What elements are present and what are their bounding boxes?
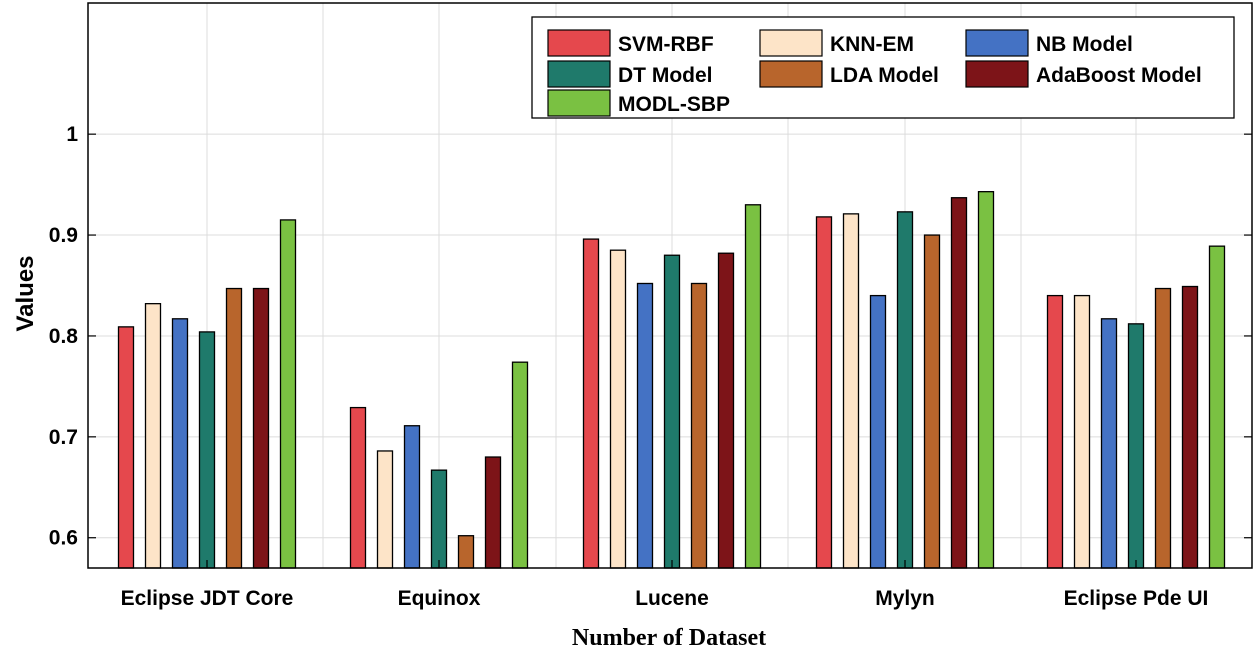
- legend-label: MODL-SBP: [618, 93, 730, 116]
- x-tick-label: Eclipse JDT Core: [121, 587, 294, 610]
- bar: [1154, 287, 1172, 569]
- x-tick-label: Eclipse Pde UI: [1064, 587, 1209, 610]
- bar: [636, 282, 654, 569]
- bar: [815, 216, 833, 569]
- y-tick-label: 0.7: [49, 426, 78, 449]
- bar: [869, 294, 887, 569]
- legend-label: KNN-EM: [830, 33, 914, 56]
- bar: [225, 287, 243, 569]
- bar: [1046, 294, 1064, 569]
- y-ticks: 0.6 0.7 0.8 0.9 1: [49, 123, 1252, 550]
- legend-swatch: [547, 89, 611, 117]
- bar: [349, 406, 367, 569]
- legend-swatch: [547, 60, 611, 88]
- legend-swatch: [965, 29, 1029, 57]
- y-tick-label: 1: [66, 123, 78, 146]
- bar: [717, 252, 735, 569]
- legend: SVM-RBF KNN-EM NB Model DT Model LDA Model Ad…: [531, 16, 1235, 119]
- y-tick-label: 0.8: [49, 325, 79, 348]
- bar: [1127, 323, 1145, 569]
- bar: [279, 219, 297, 569]
- legend-label: SVM-RBF: [618, 33, 714, 56]
- bar: [744, 204, 762, 569]
- x-ticks: Eclipse JDT Core Equinox Lucene Mylyn Eclips…: [121, 560, 1209, 610]
- bar: [144, 303, 162, 569]
- y-tick-label: 0.9: [49, 224, 78, 247]
- bar: [1073, 294, 1091, 569]
- bar: [376, 450, 394, 569]
- bar: [171, 318, 189, 569]
- legend-swatch: [965, 60, 1029, 88]
- legend-label: LDA Model: [830, 64, 939, 87]
- bar: [198, 331, 216, 569]
- bar: [252, 287, 270, 569]
- legend-label: DT Model: [618, 64, 713, 87]
- legend-swatch: [759, 60, 823, 88]
- bar: [1208, 245, 1226, 569]
- bar: [842, 213, 860, 569]
- bar: [457, 535, 475, 569]
- bar: [511, 361, 529, 569]
- bar: [923, 234, 941, 569]
- legend-label: AdaBoost Model: [1036, 64, 1202, 87]
- bar: [663, 254, 681, 569]
- y-tick-label: 0.6: [49, 527, 78, 550]
- bar: [977, 191, 995, 569]
- x-axis-label: Number of Dataset: [572, 625, 766, 651]
- bar: [484, 456, 502, 569]
- legend-label: NB Model: [1036, 33, 1133, 56]
- x-tick-label: Mylyn: [875, 587, 935, 610]
- bar: [582, 238, 600, 569]
- bar: [690, 282, 708, 569]
- bar: [1181, 285, 1199, 569]
- bar: [430, 469, 448, 569]
- x-tick-label: Lucene: [635, 587, 709, 610]
- legend-swatch: [547, 29, 611, 57]
- plot-frame: [87, 2, 1253, 569]
- bar: [1100, 318, 1118, 569]
- legend-swatch: [759, 29, 823, 57]
- bar: [403, 425, 421, 569]
- bar: [950, 197, 968, 569]
- bar: [896, 211, 914, 569]
- legend-box: [531, 16, 1235, 119]
- bar: [117, 326, 135, 569]
- y-axis-label: Values: [12, 255, 39, 331]
- bar: [609, 249, 627, 569]
- x-tick-label: Equinox: [398, 587, 481, 610]
